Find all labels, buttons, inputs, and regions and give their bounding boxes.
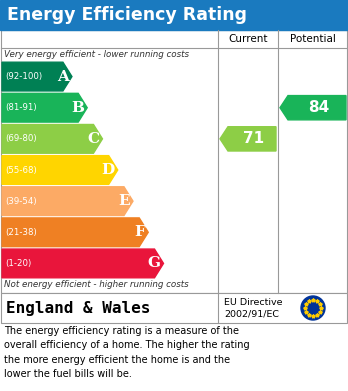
Polygon shape xyxy=(2,187,133,215)
Circle shape xyxy=(301,296,325,320)
Text: Energy Efficiency Rating: Energy Efficiency Rating xyxy=(7,6,247,24)
Text: (55-68): (55-68) xyxy=(5,165,37,174)
Text: F: F xyxy=(134,225,145,239)
Text: A: A xyxy=(57,70,69,84)
Text: B: B xyxy=(71,101,84,115)
Text: Potential: Potential xyxy=(290,34,336,44)
Text: Not energy efficient - higher running costs: Not energy efficient - higher running co… xyxy=(4,280,189,289)
Text: (39-54): (39-54) xyxy=(5,197,37,206)
Polygon shape xyxy=(2,218,148,247)
Text: D: D xyxy=(102,163,115,177)
Polygon shape xyxy=(2,93,87,122)
Polygon shape xyxy=(2,156,118,185)
Bar xyxy=(0,0,348,30)
Text: EU Directive
2002/91/EC: EU Directive 2002/91/EC xyxy=(224,298,283,318)
Text: (69-80): (69-80) xyxy=(5,135,37,143)
Polygon shape xyxy=(220,127,276,151)
Text: (81-91): (81-91) xyxy=(5,103,37,112)
Bar xyxy=(1,293,347,323)
Polygon shape xyxy=(280,95,346,120)
Polygon shape xyxy=(2,62,72,91)
Text: Current: Current xyxy=(228,34,268,44)
Text: 71: 71 xyxy=(244,131,264,146)
Text: G: G xyxy=(148,256,160,271)
Bar xyxy=(1,30,347,293)
Text: England & Wales: England & Wales xyxy=(6,301,150,316)
Text: Very energy efficient - lower running costs: Very energy efficient - lower running co… xyxy=(4,50,189,59)
Text: (1-20): (1-20) xyxy=(5,259,31,268)
Text: 84: 84 xyxy=(308,100,330,115)
Text: (21-38): (21-38) xyxy=(5,228,37,237)
Text: (92-100): (92-100) xyxy=(5,72,42,81)
Polygon shape xyxy=(2,249,164,278)
Text: E: E xyxy=(118,194,130,208)
Text: The energy efficiency rating is a measure of the
overall efficiency of a home. T: The energy efficiency rating is a measur… xyxy=(4,326,250,379)
Text: C: C xyxy=(87,132,100,146)
Polygon shape xyxy=(2,124,102,153)
